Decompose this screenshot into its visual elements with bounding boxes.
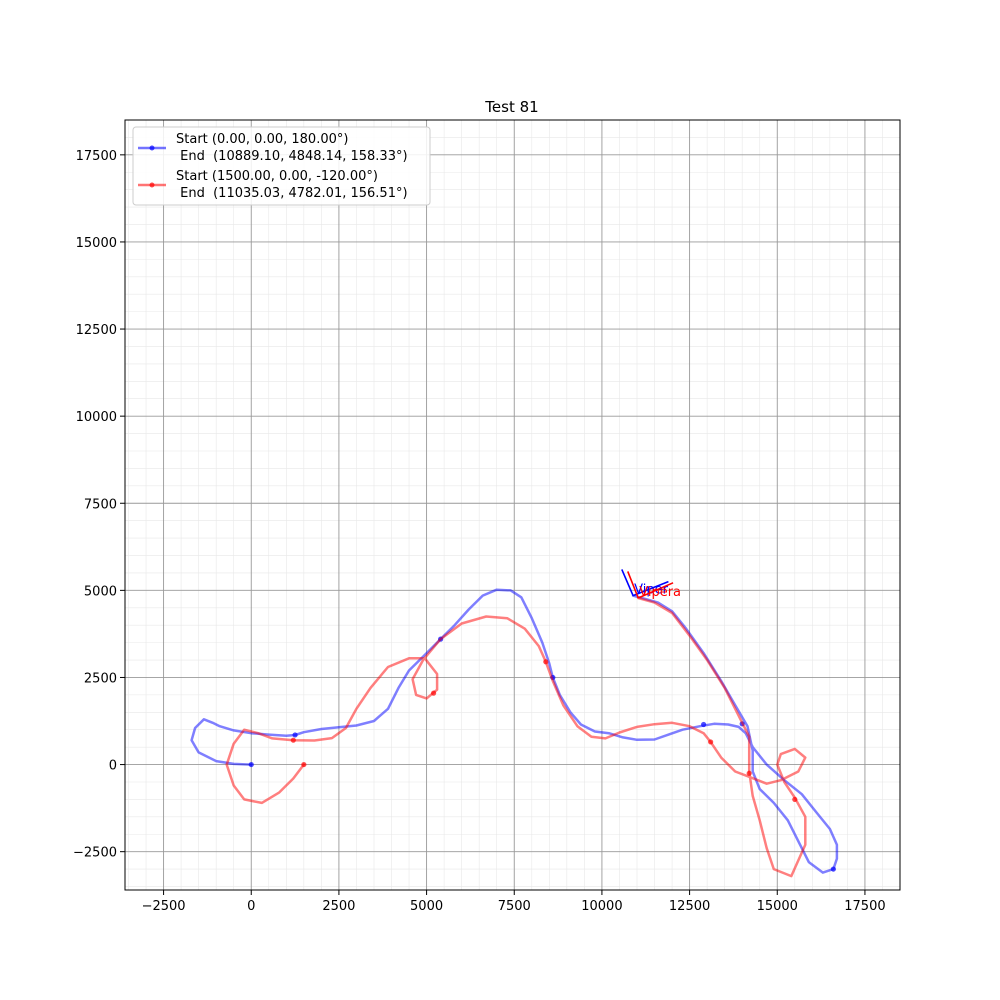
legend-label-series-2-line-2: End (11035.03, 4782.01, 156.51°) <box>176 186 408 201</box>
x-tick-label: −2500 <box>142 899 186 914</box>
heading-arrow-side-1 <box>621 569 634 596</box>
series-line-1 <box>190 588 839 874</box>
y-tick-label: 17500 <box>76 149 117 164</box>
series-line-2 <box>225 596 807 878</box>
y-tick-label: 12500 <box>76 323 117 338</box>
series-2-marker <box>792 796 798 803</box>
series-2-marker <box>708 739 714 745</box>
y-tick-label: 0 <box>109 759 117 774</box>
legend-label-series-1-line-1: Start (0.00, 0.00, 180.00°) <box>176 132 348 147</box>
x-tick-label: 5000 <box>410 899 443 914</box>
x-tick-label: 15000 <box>757 899 798 914</box>
y-tick-label: 5000 <box>84 584 117 599</box>
x-tick-label: 7500 <box>498 899 531 914</box>
x-tick-label: 12500 <box>669 899 710 914</box>
y-tick-label: 10000 <box>76 410 117 425</box>
x-tick-label: 10000 <box>581 899 622 914</box>
y-tick-label: −2500 <box>73 846 117 861</box>
legend-label-series-1-line-2: End (10889.10, 4848.14, 158.33°) <box>176 149 408 164</box>
minor-grid <box>125 119 901 890</box>
series-2-marker <box>746 770 752 776</box>
heading-arrow-2 <box>637 582 674 599</box>
end-label-2: Vipera <box>639 585 681 600</box>
y-tick-label: 2500 <box>84 671 117 686</box>
series-2-marker <box>543 659 549 665</box>
series-2-marker <box>430 690 437 696</box>
x-tick-label: 17500 <box>844 899 885 914</box>
y-tick-label: 7500 <box>84 497 117 512</box>
x-tick-label: 0 <box>247 899 255 914</box>
legend-marker-series-2 <box>149 182 155 188</box>
plot-frame <box>124 119 901 891</box>
series-2-marker <box>301 761 307 768</box>
chart-title: Test 81 <box>484 98 538 116</box>
x-axis-ticks: −2500 0 2500 5000 7500 10000 12500 15000 17500 <box>142 890 886 914</box>
series-1-marker <box>830 866 836 872</box>
series-2-marker <box>290 737 296 743</box>
end-label-1: Viper <box>634 583 668 598</box>
legend: Start (0.00, 0.00, 180.00°) End (10889.1… <box>132 126 431 206</box>
legend-label-series-2-line-1: Start (1500.00, 0.00, -120.00°) <box>176 169 378 184</box>
series-1-marker <box>292 732 298 738</box>
major-grid <box>125 120 900 890</box>
legend-marker-series-1 <box>149 145 155 151</box>
heading-arrow-1 <box>632 580 669 597</box>
series-1-marker <box>248 761 254 768</box>
heading-arrow-side-2 <box>627 571 639 599</box>
series-1-marker <box>701 721 707 728</box>
y-axis-ticks: −2500 0 2500 5000 7500 10000 12500 15000 17500 <box>73 149 125 861</box>
series-layer <box>190 588 839 878</box>
y-tick-label: 15000 <box>76 236 117 251</box>
legend-box <box>132 126 431 206</box>
x-tick-label: 2500 <box>322 899 355 914</box>
